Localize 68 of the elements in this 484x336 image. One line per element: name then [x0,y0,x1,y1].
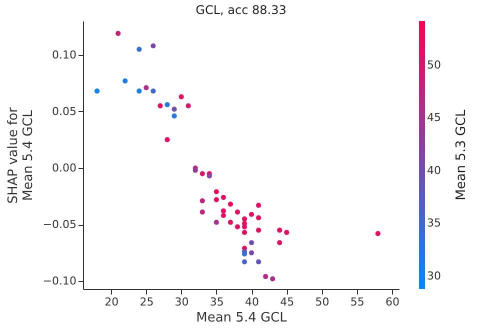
point [136,46,142,52]
point [94,88,100,94]
x-tick-label: 35 [210,296,224,308]
point [263,274,268,280]
point [256,202,262,208]
point [248,212,254,217]
point [214,220,219,225]
point [256,259,262,264]
point [144,85,149,90]
point [150,88,156,94]
y-tick-label: −0.10 [42,274,76,288]
color-bar-label: 30 [427,269,441,282]
point [158,103,163,108]
y-tick-label: −0.05 [42,218,76,232]
color-bar-label: 45 [427,111,441,124]
point [228,220,234,225]
point [214,189,219,194]
color-bar-title: Mean 5.3 GCL [454,108,469,200]
point [234,224,240,230]
chart-title: GCL, acc 88.33 [196,3,286,17]
point [200,171,205,176]
point [116,30,121,36]
point [200,198,205,204]
point [122,78,128,84]
x-tick-label: 20 [104,296,119,308]
y-axis-title: SHAP value for Mean 5.4 GCL [6,106,36,204]
point [242,230,248,236]
point [256,228,262,233]
point [172,106,177,112]
x-tick-label: 30 [174,296,189,308]
color-bar-label: 35 [427,216,441,230]
point [164,102,170,108]
point [248,250,254,256]
point [375,231,380,236]
point [200,210,205,215]
color-bar-label: 50 [427,58,441,72]
x-tick-label: 55 [350,296,364,308]
point [242,259,248,264]
point [172,113,177,119]
point [277,240,282,246]
point [220,212,226,218]
point [228,202,234,207]
point [270,276,276,282]
point [248,240,254,246]
point [242,216,248,222]
x-tick-label: 45 [280,296,294,308]
y-tick-label: 0.00 [52,162,76,175]
point [136,88,142,94]
point [192,168,198,173]
x-axis-title: Mean 5.4 GCL [196,310,288,326]
point [178,94,184,100]
point [256,215,262,220]
color-bar-label: 40 [427,164,441,177]
point [220,194,226,200]
point [234,210,240,215]
point [214,197,219,202]
point [150,43,156,48]
x-tick-label: 40 [245,296,260,308]
x-tick-label: 25 [140,296,154,308]
point [220,208,226,214]
point [164,137,170,142]
x-tick-label: 60 [385,296,400,308]
point [277,228,282,233]
point [284,230,290,236]
y-tick-label: 0.10 [52,48,76,62]
point [186,103,191,108]
x-tick-label: 50 [315,296,330,308]
y-tick-label: 0.05 [52,104,76,118]
